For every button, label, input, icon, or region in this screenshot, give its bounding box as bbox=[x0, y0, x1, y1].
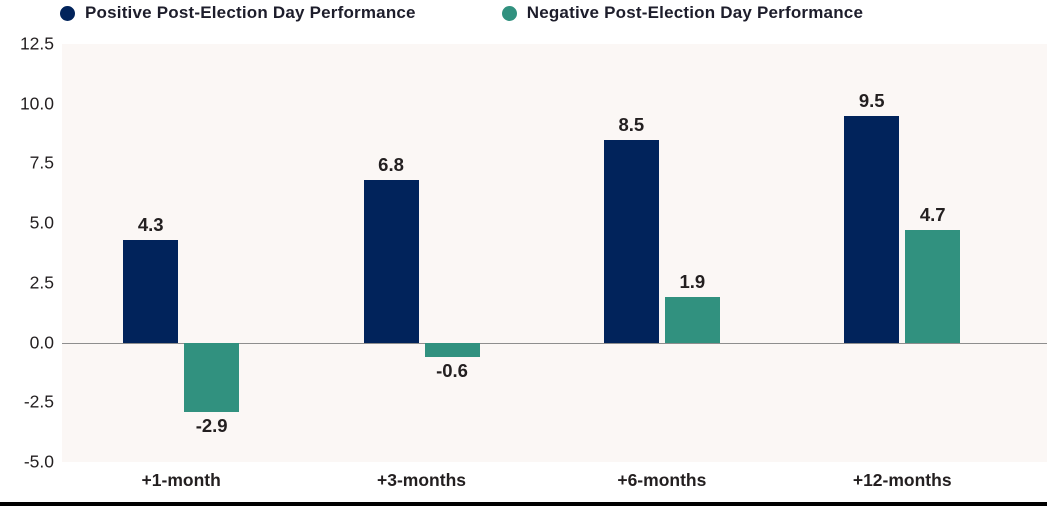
y-tick-label: 5.0 bbox=[29, 212, 54, 233]
negative-bar-+3-months bbox=[424, 342, 480, 357]
bar-value-label: 6.8 bbox=[378, 154, 404, 176]
x-axis: +1-month +3-months +6-months +12-months bbox=[62, 462, 1047, 500]
legend-label-positive: Positive Post-Election Day Performance bbox=[85, 3, 416, 22]
x-tick-label: +12-months bbox=[852, 470, 952, 490]
negative-bar-+6-months bbox=[664, 297, 720, 343]
y-tick-label: 12.5 bbox=[19, 33, 54, 54]
bar-value-label: 8.5 bbox=[618, 113, 645, 135]
zero-baseline bbox=[62, 342, 1047, 344]
positive-bar-+3-months bbox=[363, 180, 419, 343]
plot-area: 4.3 -2.9 6.8 -0.6 8.5 1.9 9.5 4.7 bbox=[62, 44, 1047, 462]
bar-value-label: 4.7 bbox=[919, 204, 946, 226]
positive-bar-+12-months bbox=[844, 115, 900, 343]
bar-value-label: -2.9 bbox=[195, 414, 228, 436]
negative-bar-+12-months bbox=[905, 230, 961, 343]
bar-value-label: 4.3 bbox=[137, 213, 164, 235]
bar-group-+1-month: 4.3 -2.9 bbox=[116, 44, 246, 462]
positive-bar-+6-months bbox=[603, 139, 659, 343]
y-tick-label: 10.0 bbox=[19, 93, 54, 114]
legend-item-positive: Positive Post-Election Day Performance bbox=[60, 3, 416, 23]
y-tick-label: 2.5 bbox=[29, 272, 54, 293]
negative-circle-icon bbox=[501, 5, 517, 21]
bar-group-+3-months: 6.8 -0.6 bbox=[357, 44, 487, 462]
bottom-rule bbox=[0, 502, 1047, 506]
bar-group-+12-months: 9.5 4.7 bbox=[837, 44, 967, 462]
x-tick-label: +6-months bbox=[617, 470, 707, 490]
legend-item-negative: Negative Post-Election Day Performance bbox=[501, 3, 864, 23]
x-tick-label: +3-months bbox=[377, 470, 466, 490]
positive-circle-icon bbox=[60, 5, 75, 21]
y-tick-label: -5.0 bbox=[23, 451, 54, 472]
y-axis: 12.5 10.0 7.5 5.0 2.5 0.0 -2.5 -5.0 bbox=[0, 34, 54, 472]
bar-value-label: 1.9 bbox=[679, 271, 706, 293]
negative-bar-+1-month bbox=[184, 342, 240, 412]
bar-value-label: 9.5 bbox=[858, 89, 885, 111]
y-tick-label: -2.5 bbox=[23, 391, 54, 412]
bar-value-label: -0.6 bbox=[436, 359, 468, 381]
legend-label-negative: Negative Post-Election Day Performance bbox=[526, 3, 864, 22]
x-tick-label: +1-month bbox=[141, 470, 221, 490]
y-tick-label: 7.5 bbox=[29, 152, 54, 173]
chart-legend: Positive Post-Election Day Performance N… bbox=[60, 3, 863, 23]
y-tick-label: 0.0 bbox=[29, 332, 54, 353]
positive-bar-+1-month bbox=[123, 239, 179, 343]
bar-group-+6-months: 8.5 1.9 bbox=[597, 44, 727, 462]
